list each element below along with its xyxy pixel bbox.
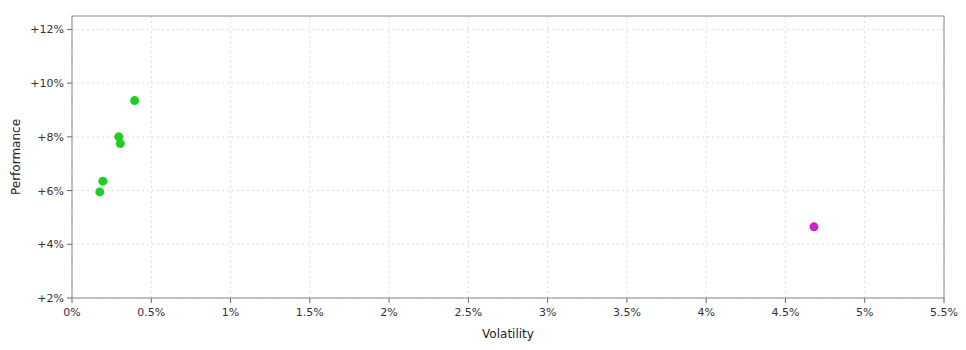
grid-line-x [626,16,627,298]
tick-x [468,298,469,303]
axes: 0% 0.5% 1% 1.5% 2% 2.5% 3% 3.5% 4% 4.5% 5% 5.5% +2% +… [30,23,958,319]
tick-x [72,298,73,303]
tick-x [785,298,786,303]
tick-label-x: 4.5% [771,306,799,319]
tick-label-y: +10% [30,77,64,90]
grid-line-x [309,16,310,298]
y-axis-label: Performance [9,119,23,195]
tick-label-x: 3% [539,306,556,319]
grid-line-x [864,16,865,298]
grid-line-x [547,16,548,298]
tick-x [547,298,548,303]
tick-label-x: 4% [697,306,714,319]
x-axis-label: Volatility [482,327,534,341]
series [809,222,818,231]
point [114,132,123,141]
point [95,187,104,196]
tick-label-y: +12% [30,23,64,36]
grid-line-x [151,16,152,298]
tick-y [67,83,72,84]
tick-y [67,298,72,299]
grid-line-x [230,16,231,298]
page: {"chart_data": {"type": "scatter", "xlab… [0,0,966,350]
point [809,222,818,231]
grid-line-x [468,16,469,298]
grid-line-y [72,29,944,30]
tick-label-x: 3.5% [613,306,641,319]
tick-label-x: 1.5% [296,306,324,319]
grid-line-y [72,136,944,137]
tick-label-x: 2% [380,306,397,319]
plot-area [72,16,944,298]
tick-x [706,298,707,303]
tick-label-x: 2.5% [454,306,482,319]
tick-x [389,298,390,303]
chart: 0% 0.5% 1% 1.5% 2% 2.5% 3% 3.5% 4% 4.5% 5% 5.5% +2% +… [0,0,966,350]
tick-label-x: 1% [222,306,239,319]
tick-label-x: 5% [856,306,873,319]
tick-label-y: +2% [37,292,64,305]
tick-x [151,298,152,303]
grid-line-y [72,190,944,191]
marks [95,96,818,231]
point [130,96,139,105]
tick-x [944,298,945,303]
tick-label-x: 0.5% [137,306,165,319]
grid-line-x [785,16,786,298]
tick-label-x: 5.5% [930,306,958,319]
grid-line-y [72,83,944,84]
tick-x [230,298,231,303]
tick-x [626,298,627,303]
series [95,96,139,196]
tick-y [67,190,72,191]
tick-x [309,298,310,303]
tick-label-x: 0% [63,306,80,319]
tick-x [864,298,865,303]
plot-frame [72,16,944,298]
tick-label-y: +8% [37,131,64,144]
grid [72,16,944,298]
tick-y [67,244,72,245]
tick-y [67,136,72,137]
tick-label-y: +6% [37,185,64,198]
grid-line-y [72,244,944,245]
grid-line-x [389,16,390,298]
tick-y [67,29,72,30]
tick-label-y: +4% [37,238,64,251]
point [98,177,107,186]
grid-line-x [706,16,707,298]
